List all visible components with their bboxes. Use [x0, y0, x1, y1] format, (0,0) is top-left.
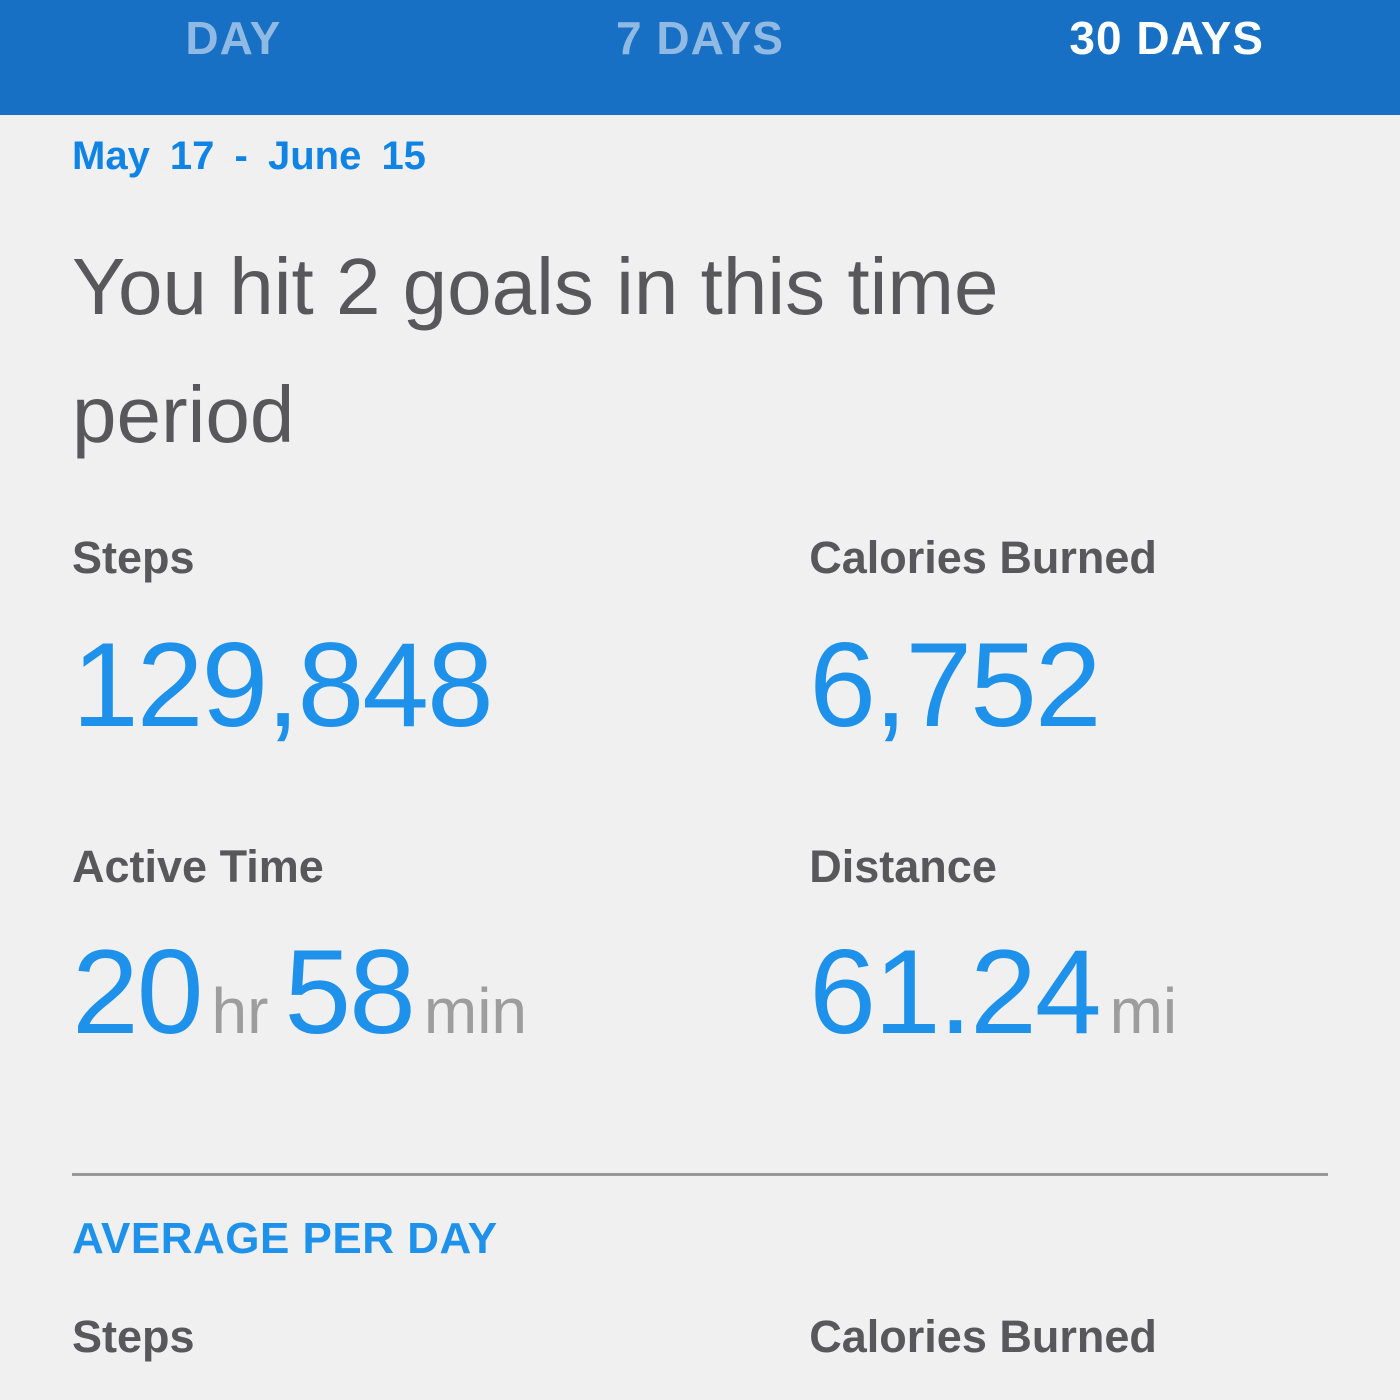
- average-per-day-heading: AVERAGE PER DAY: [72, 1214, 498, 1263]
- calories-label: Calories Burned: [809, 532, 1157, 583]
- active-time-hours: 20: [72, 925, 203, 1059]
- totals-row-1-labels: Steps Calories Burned: [72, 531, 1328, 585]
- goals-headline: You hit 2 goals in this time period: [72, 242, 999, 459]
- tab-30-days[interactable]: 30 DAYS: [1069, 12, 1264, 64]
- totals-row-2-labels: Active Time Distance: [72, 840, 1328, 894]
- period-tabbar: DAY 7 DAYS 30 DAYS: [0, 0, 1400, 115]
- distance-label: Distance: [809, 841, 997, 892]
- average-steps-label: Steps: [72, 1311, 195, 1362]
- totals-row-2-values: 20 hr 58 min 61.24 mi: [72, 922, 1328, 1081]
- active-time-label: Active Time: [72, 841, 324, 892]
- tab-day[interactable]: DAY: [185, 12, 282, 64]
- tab-7-days[interactable]: 7 DAYS: [616, 12, 784, 64]
- active-time-value: 20 hr 58 min: [72, 922, 809, 1081]
- summary-panel: May 17 - June 15 You hit 2 goals in this…: [0, 131, 1400, 1400]
- section-divider: [72, 1173, 1328, 1176]
- totals-row-1-values: 129,848 6,752: [72, 615, 1328, 755]
- steps-value: 129,848: [72, 618, 494, 752]
- calories-value: 6,752: [809, 618, 1101, 752]
- active-time-hours-unit: hr: [211, 975, 269, 1047]
- distance-unit: mi: [1109, 975, 1178, 1047]
- active-time-minutes: 58: [284, 925, 415, 1059]
- average-row-labels: Steps Calories Burned: [72, 1310, 1328, 1364]
- average-calories-label: Calories Burned: [809, 1311, 1157, 1362]
- steps-label: Steps: [72, 532, 195, 583]
- date-range: May 17 - June 15: [72, 134, 426, 178]
- active-time-minutes-unit: min: [423, 975, 527, 1047]
- distance-value: 61.24 mi: [809, 922, 1328, 1081]
- distance-number: 61.24: [809, 925, 1101, 1059]
